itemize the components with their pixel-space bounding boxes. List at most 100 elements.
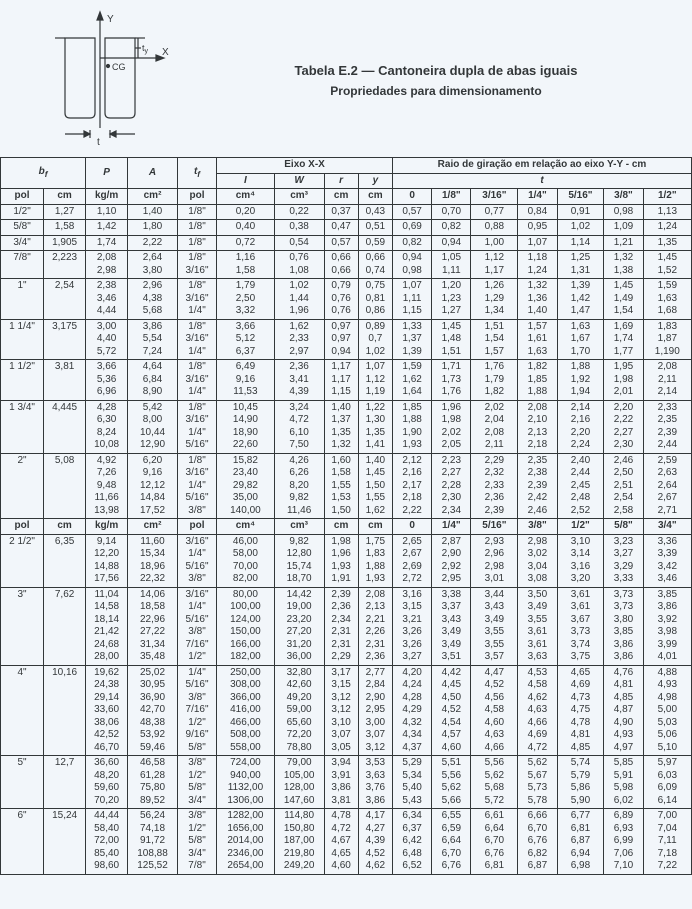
unit-cm: cm — [44, 189, 86, 205]
table-cell: 1,76 1,79 1,82 — [471, 360, 518, 401]
table-cell: 1,07 1,12 1,19 — [358, 360, 392, 401]
table-cell: 3,24 4,72 6,10 7,50 — [274, 400, 324, 453]
table-cell: 1,07 1,11 1,15 — [392, 279, 431, 320]
table-cell: 1,45 1,52 — [643, 251, 691, 279]
table-cell: 1,39 1,42 1,47 — [557, 279, 604, 320]
table-cell: 4,64 6,84 8,90 — [128, 360, 178, 401]
axis-x-label: X — [162, 47, 169, 58]
table-cell: 1 1/2" — [1, 360, 44, 401]
table-cell: 0,66 0,74 — [358, 251, 392, 279]
table-row: 1/2"1,271,101,401/8"0,200,220,370,430,57… — [1, 204, 692, 220]
table-cell: 1,40 1,45 1,50 1,55 1,62 — [358, 453, 392, 519]
table-cell: 11,60 15,34 18,96 22,32 — [128, 534, 178, 587]
table-cell: 1,57 1,61 1,63 — [518, 319, 557, 360]
col-r: r — [324, 173, 358, 189]
table-row: 6"15,2444,44 58,40 72,00 85,40 98,6056,2… — [1, 809, 692, 875]
table-cell: 1,32 1,36 1,40 — [518, 279, 557, 320]
table-cell: 1,09 — [604, 220, 643, 236]
table-cell: 6,77 6,81 6,87 6,94 6,98 — [557, 809, 604, 875]
table-cell: 1 3/4" — [1, 400, 44, 453]
table-row: 3"7,6211,04 14,58 18,14 21,42 24,68 28,0… — [1, 587, 692, 665]
table-cell: 1 1/4" — [1, 319, 44, 360]
table-cell: 6,55 6,59 6,64 6,70 6,76 — [432, 809, 471, 875]
table-cell: 1,02 1,44 1,96 — [274, 279, 324, 320]
table-cell: 1,45 1,49 1,54 — [604, 279, 643, 320]
table-row: 7/8"2,2232,08 2,982,64 3,801/8" 3/16"1,1… — [1, 251, 692, 279]
header-block: Y X ty CG t Tabela E.2 — Cantoneira dupl… — [0, 0, 692, 157]
table-cell: 1/8" 3/16" 1/4" 5/16" — [177, 400, 216, 453]
table-cell: 2,08 2,10 2,13 2,18 — [518, 400, 557, 453]
unit-kgm: kg/m — [86, 189, 128, 205]
table-cell: 7,00 7,04 7,11 7,18 7,22 — [643, 809, 691, 875]
col-raio-yy: Raio de giração em relação ao eixo Y-Y -… — [392, 158, 691, 174]
table-cell: 2,98 3,02 3,04 3,08 — [518, 534, 557, 587]
table-cell: 3,94 3,91 3,86 3,81 — [324, 756, 358, 809]
table-cell: 2,20 2,22 2,27 2,30 — [604, 400, 643, 453]
table-cell: 1,24 — [643, 220, 691, 236]
table-cell: 2,64 3,80 — [128, 251, 178, 279]
col-eixo-xx: Eixo X-X — [217, 158, 393, 174]
table-cell: 10,16 — [44, 665, 86, 756]
table-cell: 2 1/2" — [1, 534, 44, 587]
table-cell: 5" — [1, 756, 44, 809]
table-cell: 4,20 4,24 4,28 4,29 4,32 4,34 4,37 — [392, 665, 431, 756]
table-cell: 5/8" — [1, 220, 44, 236]
table-cell: 46,00 58,00 70,00 82,00 — [217, 534, 275, 587]
table-cell: 1,79 2,50 3,32 — [217, 279, 275, 320]
table-cell: 250,00 308,00 366,00 416,00 466,00 508,0… — [217, 665, 275, 756]
table-cell: 1,21 — [604, 235, 643, 251]
table-cell: 6,49 9,16 11,53 — [217, 360, 275, 401]
table-cell: 1,96 1,98 2,02 2,05 — [432, 400, 471, 453]
table-row: 1 1/4"3,1753,00 4,40 5,723,86 5,54 7,241… — [1, 319, 692, 360]
table-cell: 1,75 1,83 1,88 1,93 — [358, 534, 392, 587]
table-cell: 1/4" 5/16" 3/8" 7/16" 1/2" 9/16" 5/8" — [177, 665, 216, 756]
table-cell: 0,59 — [358, 235, 392, 251]
table-cell: 3,175 — [44, 319, 86, 360]
table-cell: 1,95 1,98 2,01 — [604, 360, 643, 401]
col-P: P — [86, 158, 128, 189]
mid-header-row: pol cm kg/m cm² pol cm⁴ cm³ cm cm 0 1/4"… — [1, 519, 692, 535]
table-cell: 3/16" 1/4" 5/16" 3/8" 7/16" 1/2" — [177, 587, 216, 665]
table-cell: 1,63 1,67 1,70 — [557, 319, 604, 360]
table-cell: 5,56 5,62 5,68 5,72 — [471, 756, 518, 809]
table-cell: 2,36 3,41 4,39 — [274, 360, 324, 401]
table-cell: 3,66 5,36 6,96 — [86, 360, 128, 401]
table-cell: 0,57 — [324, 235, 358, 251]
table-cell: 2" — [1, 453, 44, 519]
table-cell: 1,35 — [643, 235, 691, 251]
table-cell: 1" — [1, 279, 44, 320]
table-cell: 1,42 — [86, 220, 128, 236]
axis-y-label: Y — [107, 14, 114, 25]
table-cell: 7/8" — [1, 251, 44, 279]
table-cell: 1,26 1,29 1,34 — [471, 279, 518, 320]
table-cell: 2,02 2,04 2,08 2,11 — [471, 400, 518, 453]
table-cell: 2,87 2,90 2,92 2,95 — [432, 534, 471, 587]
table-cell: 4,445 — [44, 400, 86, 453]
table-cell: 0,82 — [432, 220, 471, 236]
table-cell: 0,98 — [604, 204, 643, 220]
table-cell: 1,40 — [128, 204, 178, 220]
table-cell: 1/8" 3/16" 1/4" — [177, 279, 216, 320]
table-cell: 3,17 3,15 3,12 3,12 3,10 3,07 3,05 — [324, 665, 358, 756]
gap-1-8: 1/8" — [432, 189, 471, 205]
table-cell: 4,92 7,26 9,48 11,66 13,98 — [86, 453, 128, 519]
table-cell: 3/4" — [1, 235, 44, 251]
table-cell: 5,62 5,67 5,73 5,78 — [518, 756, 557, 809]
table-cell: 1/8" 3/16" — [177, 251, 216, 279]
table-cell: 56,24 74,18 91,72 108,88 125,52 — [128, 809, 178, 875]
col-bf: bf — [1, 158, 86, 189]
table-cell: 1/8" — [177, 204, 216, 220]
table-cell: 4,78 4,72 4,67 4,65 4,60 — [324, 809, 358, 875]
table-subtitle: Propriedades para dimensionamento — [190, 84, 682, 98]
unit-pol: pol — [1, 189, 44, 205]
table-cell: 3/16" 1/4" 5/16" 3/8" — [177, 534, 216, 587]
table-cell: 1,74 — [86, 235, 128, 251]
table-cell: 2,08 2,98 — [86, 251, 128, 279]
table-cell: 6,89 6,93 6,99 7,06 7,10 — [604, 809, 643, 875]
table-cell: 1,40 1,37 1,35 1,32 — [324, 400, 358, 453]
table-cell: 1,45 1,48 1,51 — [432, 319, 471, 360]
table-cell: 0,88 — [471, 220, 518, 236]
table-cell: 1,32 1,38 — [604, 251, 643, 279]
table-cell: 0,94 0,98 — [392, 251, 431, 279]
table-cell: 44,44 58,40 72,00 85,40 98,60 — [86, 809, 128, 875]
